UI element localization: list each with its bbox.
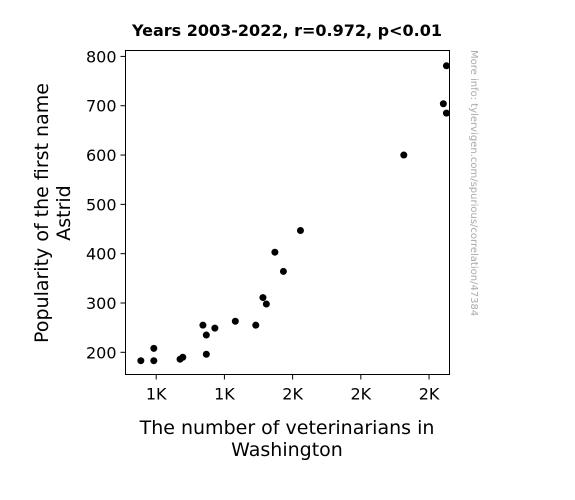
data-point xyxy=(137,357,145,365)
data-point xyxy=(199,321,207,329)
data-point xyxy=(252,321,260,329)
data-point xyxy=(439,100,447,108)
data-point xyxy=(442,109,450,117)
data-point xyxy=(442,62,450,70)
data-point xyxy=(262,300,270,308)
x-tick-label: 1K xyxy=(214,385,235,404)
y-axis-label-line1: Popularity of the first name xyxy=(31,83,53,343)
y-tick-label: 500 xyxy=(86,195,117,214)
y-axis-label-line2: Astrid xyxy=(53,185,75,241)
y-tick-label: 700 xyxy=(86,97,117,116)
data-point xyxy=(231,317,239,325)
y-tick-label: 800 xyxy=(86,47,117,66)
y-axis-ticks: 200 300 400 500 600 700 800 xyxy=(86,47,126,362)
data-point xyxy=(179,353,187,361)
x-axis-label-line1: The number of veterinarians in xyxy=(139,417,435,439)
y-tick-label: 300 xyxy=(86,294,117,313)
y-tick-label: 600 xyxy=(86,146,117,165)
watermark-text: More info: tylervigen.com/spurious/corre… xyxy=(468,50,479,316)
data-point xyxy=(150,357,158,365)
data-point xyxy=(202,350,210,358)
data-point xyxy=(400,151,408,159)
data-point xyxy=(296,227,304,234)
data-point xyxy=(211,324,219,332)
chart-title: Years 2003-2022, r=0.972, p<0.01 xyxy=(131,21,442,40)
plot-area-frame xyxy=(125,50,450,375)
data-point xyxy=(271,248,279,256)
data-points xyxy=(137,62,450,365)
x-tick-label: 2K xyxy=(419,385,440,404)
x-tick-label: 2K xyxy=(282,385,303,404)
y-tick-label: 400 xyxy=(86,245,117,264)
x-tick-label: 2K xyxy=(350,385,371,404)
x-tick-label: 1K xyxy=(146,385,167,404)
x-axis-label-line2: Washington xyxy=(231,439,343,461)
data-point xyxy=(259,294,267,302)
data-point xyxy=(279,267,287,275)
data-point xyxy=(202,331,210,339)
y-tick-label: 200 xyxy=(86,343,117,362)
x-axis-ticks: 1K 1K 2K 2K 2K xyxy=(146,374,440,404)
data-point xyxy=(150,344,158,352)
